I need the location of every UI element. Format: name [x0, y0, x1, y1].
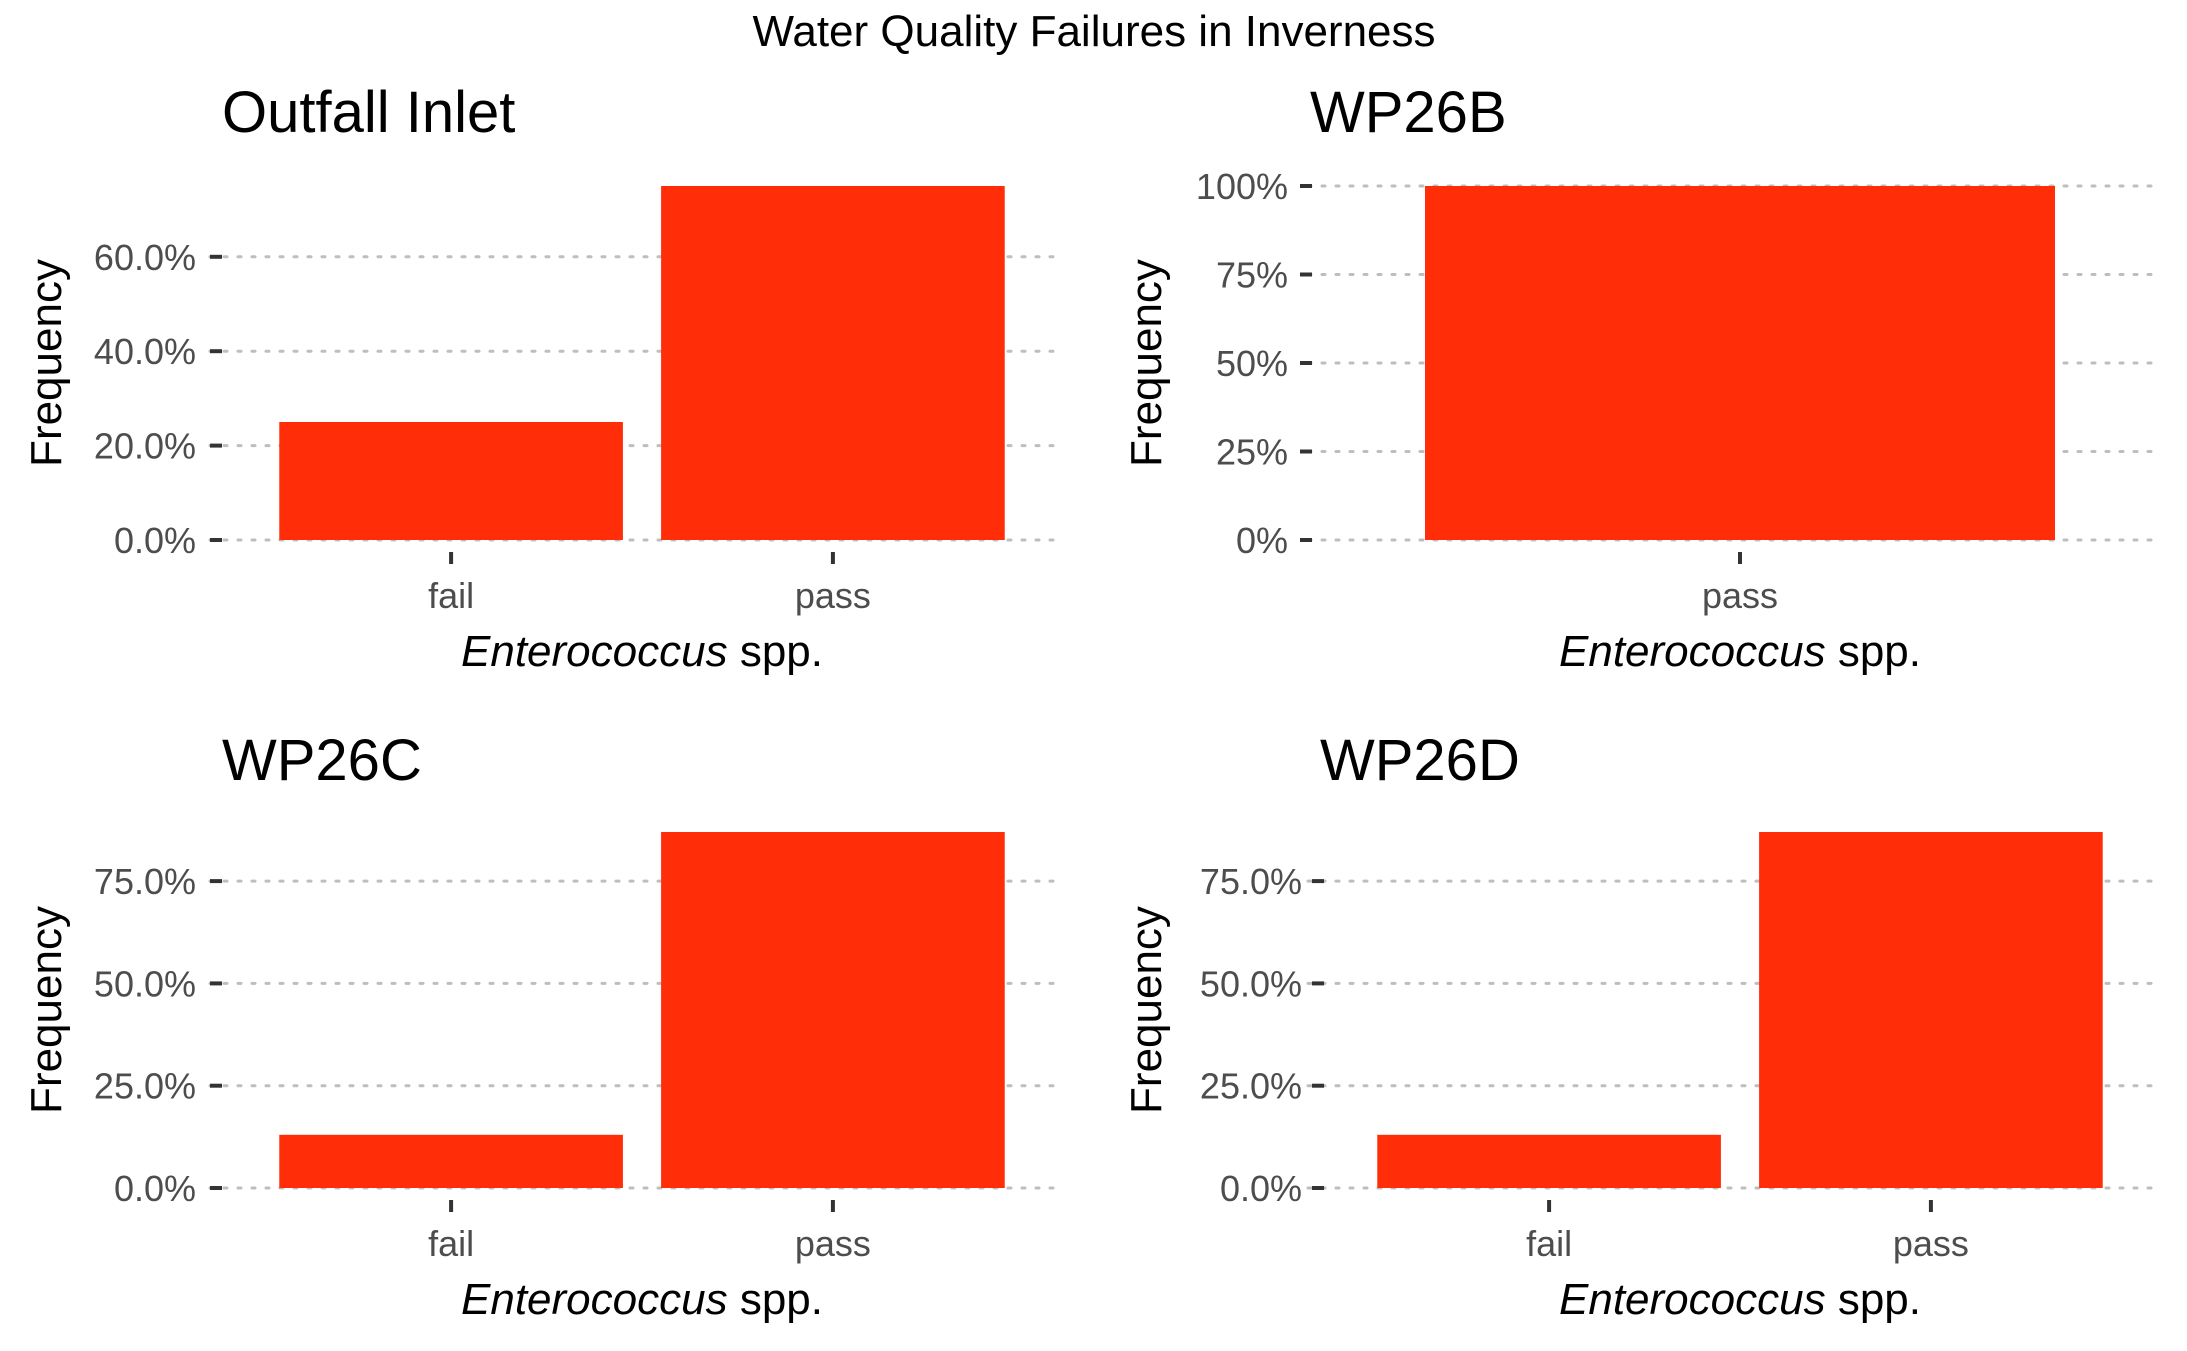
panel-title: WP26D [1320, 728, 1520, 793]
y-tick-label: 75.0% [94, 861, 196, 902]
y-axis-label: Frequency [22, 906, 71, 1114]
x-axis-label: Enterococcus spp. [1559, 1275, 1921, 1324]
chart-panel: 0.0% 25.0% 50.0% 75.0% fail pass WP26C Frequenc… [22, 728, 1064, 1324]
x-tick-label: pass [1702, 575, 1778, 616]
panel-title: WP26C [222, 728, 422, 793]
bar-pass [661, 832, 1005, 1188]
x-axis-label-suffix: spp. [728, 1275, 823, 1324]
chart-panel: 0% 25% 50% 75% 100% pass WP26B Frequency Enteroc… [1122, 80, 2162, 676]
x-axis-label-suffix: spp. [1826, 1275, 1921, 1324]
panel-title: Outfall Inlet [222, 80, 515, 145]
y-tick-label: 0.0% [114, 1168, 196, 1209]
y-axis-label: Frequency [22, 259, 71, 467]
chart-panel: 0.0% 25.0% 50.0% 75.0% fail pass WP26D Frequenc… [1122, 728, 2162, 1324]
y-tick-label: 75% [1216, 255, 1288, 296]
y-tick-label: 50.0% [94, 963, 196, 1004]
y-tick-label: 40.0% [94, 331, 196, 372]
x-axis-label-italic: Enterococcus [1559, 627, 1826, 676]
y-tick-label: 60.0% [94, 237, 196, 278]
y-tick-label: 25.0% [94, 1066, 196, 1107]
bar-fail [279, 1134, 623, 1188]
y-axis-label: Frequency [1122, 906, 1171, 1114]
y-tick-label: 0.0% [114, 520, 196, 561]
y-tick-label: 25% [1216, 432, 1288, 473]
bar-fail [279, 422, 623, 540]
x-tick-label: pass [795, 575, 871, 616]
x-tick-label: fail [428, 575, 474, 616]
y-tick-label: 50.0% [1200, 963, 1302, 1004]
x-axis-label: Enterococcus spp. [461, 1275, 823, 1324]
y-tick-label: 20.0% [94, 426, 196, 467]
x-tick-label: fail [428, 1223, 474, 1264]
x-tick-label: pass [1893, 1223, 1969, 1264]
bar-pass [661, 186, 1005, 540]
chart-title: Water Quality Failures in Inverness [752, 7, 1435, 56]
y-tick-label: 50% [1216, 343, 1288, 384]
y-tick-label: 100% [1196, 166, 1288, 207]
y-tick-label: 75.0% [1200, 861, 1302, 902]
x-axis-label-italic: Enterococcus [461, 1275, 728, 1324]
bar-pass [1425, 186, 2055, 540]
x-axis-label-suffix: spp. [728, 627, 823, 676]
chart-panel: 0.0% 20.0% 40.0% 60.0% fail pass Outfall Inlet… [22, 80, 1064, 676]
y-axis-label: Frequency [1122, 259, 1171, 467]
x-axis-label-italic: Enterococcus [461, 627, 728, 676]
x-axis-label-italic: Enterococcus [1559, 1275, 1826, 1324]
x-axis-label: Enterococcus spp. [461, 627, 823, 676]
x-axis-label: Enterococcus spp. [1559, 627, 1921, 676]
x-axis-label-suffix: spp. [1826, 627, 1921, 676]
panel-title: WP26B [1310, 80, 1507, 145]
bar-pass [1759, 832, 2103, 1188]
x-tick-label: pass [795, 1223, 871, 1264]
y-tick-label: 0% [1236, 520, 1288, 561]
y-tick-label: 0.0% [1220, 1168, 1302, 1209]
y-tick-label: 25.0% [1200, 1066, 1302, 1107]
x-tick-label: fail [1526, 1223, 1572, 1264]
bar-fail [1377, 1134, 1721, 1188]
